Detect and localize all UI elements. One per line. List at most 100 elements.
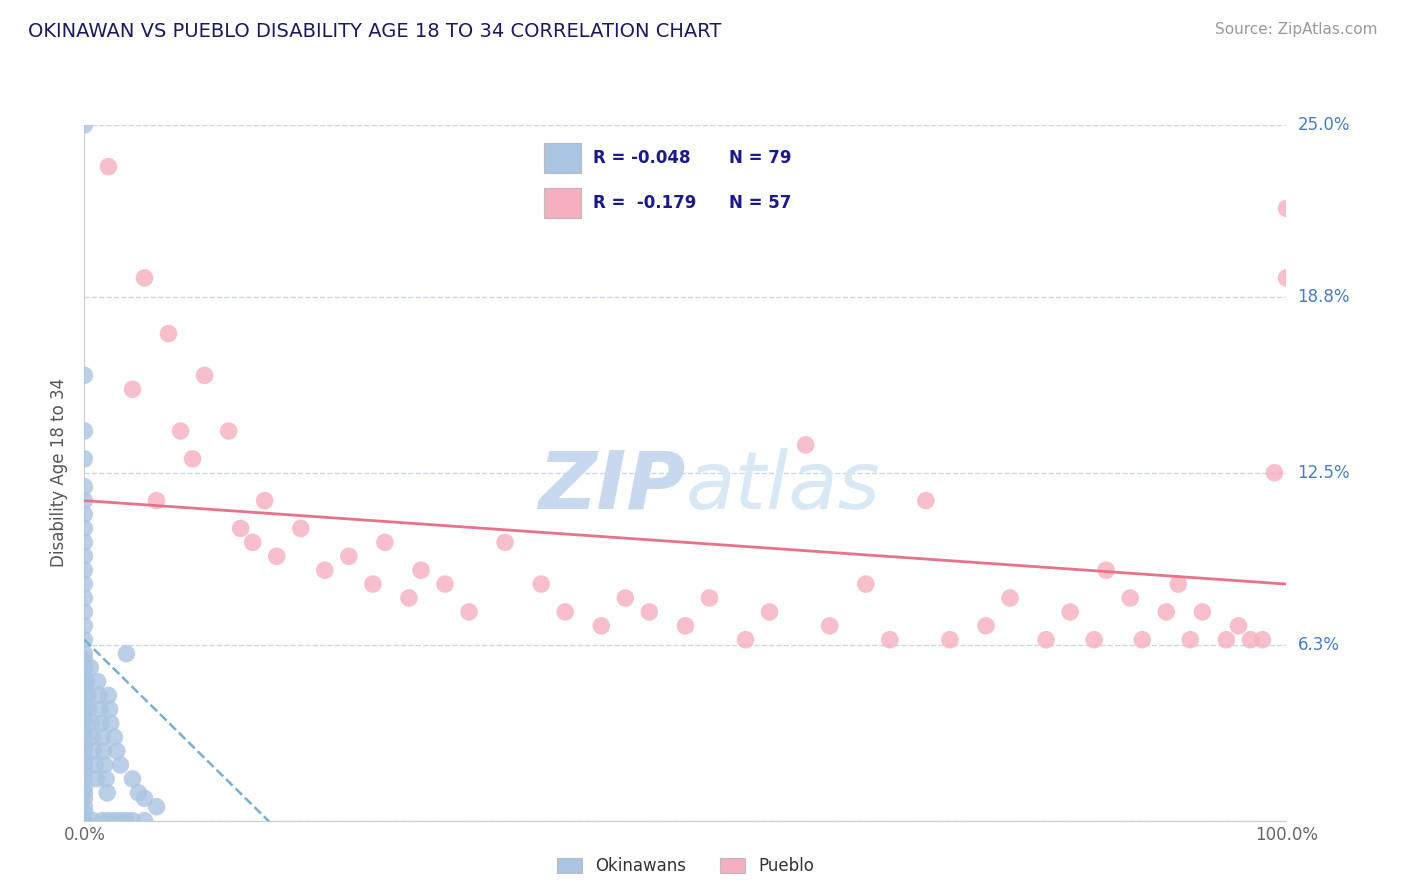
Point <box>91 814 114 828</box>
Point <box>73 744 96 758</box>
Point <box>266 549 288 564</box>
Point <box>73 652 96 666</box>
Point <box>73 508 96 522</box>
Point <box>121 382 143 396</box>
Text: atlas: atlas <box>686 448 880 525</box>
Point <box>218 424 240 438</box>
Point <box>103 814 125 828</box>
Point <box>591 619 613 633</box>
Point <box>73 780 96 795</box>
Point <box>98 702 121 716</box>
Point <box>93 744 115 758</box>
Point <box>734 632 756 647</box>
Point <box>73 493 96 508</box>
Point <box>100 716 122 731</box>
Point <box>1095 563 1118 577</box>
Point <box>79 660 101 674</box>
FancyBboxPatch shape <box>544 188 581 219</box>
Text: N = 57: N = 57 <box>730 194 792 212</box>
Point <box>1239 632 1261 647</box>
Point <box>73 799 96 814</box>
Point <box>73 521 96 535</box>
Point <box>73 660 96 674</box>
Point <box>73 730 96 744</box>
Point <box>73 764 96 778</box>
Point <box>73 619 96 633</box>
Point <box>145 799 167 814</box>
Point <box>253 493 276 508</box>
Point <box>1059 605 1081 619</box>
Point <box>1083 632 1105 647</box>
Point <box>794 438 817 452</box>
Point <box>73 814 96 828</box>
Point <box>97 814 120 828</box>
Point <box>73 424 96 438</box>
Point <box>73 791 96 805</box>
Point <box>1156 605 1178 619</box>
Point <box>77 702 100 716</box>
Point <box>409 563 432 577</box>
Point <box>73 591 96 605</box>
Point <box>96 786 118 800</box>
Point <box>194 368 217 383</box>
Point <box>97 160 120 174</box>
Point <box>80 716 103 731</box>
Point <box>103 730 125 744</box>
Point <box>1035 632 1057 647</box>
Text: OKINAWAN VS PUEBLO DISABILITY AGE 18 TO 34 CORRELATION CHART: OKINAWAN VS PUEBLO DISABILITY AGE 18 TO … <box>28 22 721 41</box>
Point <box>229 521 252 535</box>
Point <box>1191 605 1213 619</box>
Point <box>73 647 96 661</box>
Point <box>73 669 96 683</box>
Point <box>83 744 105 758</box>
Y-axis label: Disability Age 18 to 34: Disability Age 18 to 34 <box>51 378 69 567</box>
Point <box>73 680 96 694</box>
Point <box>169 424 191 438</box>
Point <box>915 493 938 508</box>
Point <box>73 805 96 820</box>
Point <box>974 619 997 633</box>
Point <box>1227 619 1250 633</box>
Point <box>73 772 96 786</box>
Point <box>855 577 877 591</box>
Point <box>134 271 156 285</box>
Point <box>758 605 780 619</box>
Point <box>398 591 420 605</box>
Point <box>1119 591 1142 605</box>
Text: R =  -0.179: R = -0.179 <box>593 194 696 212</box>
Point <box>97 689 120 703</box>
Point <box>361 577 384 591</box>
Point <box>73 563 96 577</box>
Point <box>337 549 360 564</box>
Text: ZIP: ZIP <box>538 448 686 525</box>
Point <box>91 730 114 744</box>
Point <box>105 744 128 758</box>
Point <box>73 739 96 753</box>
FancyBboxPatch shape <box>544 144 581 173</box>
Point <box>73 535 96 549</box>
Point <box>157 326 180 341</box>
Point <box>73 752 96 766</box>
Text: 6.3%: 6.3% <box>1298 636 1340 655</box>
Point <box>82 730 104 744</box>
Text: 18.8%: 18.8% <box>1298 288 1350 307</box>
Point <box>1275 271 1298 285</box>
Point <box>73 480 96 494</box>
Point <box>73 697 96 711</box>
Point <box>73 674 96 689</box>
Point <box>494 535 516 549</box>
Point <box>879 632 901 647</box>
Point <box>110 814 132 828</box>
Point <box>127 786 149 800</box>
Point <box>73 689 96 703</box>
Point <box>115 647 138 661</box>
Point <box>73 451 96 466</box>
Point <box>1167 577 1189 591</box>
Point <box>675 619 697 633</box>
Point <box>1275 202 1298 216</box>
Point <box>242 535 264 549</box>
Point <box>530 577 553 591</box>
Point <box>939 632 962 647</box>
Point <box>554 605 576 619</box>
Point <box>1180 632 1202 647</box>
